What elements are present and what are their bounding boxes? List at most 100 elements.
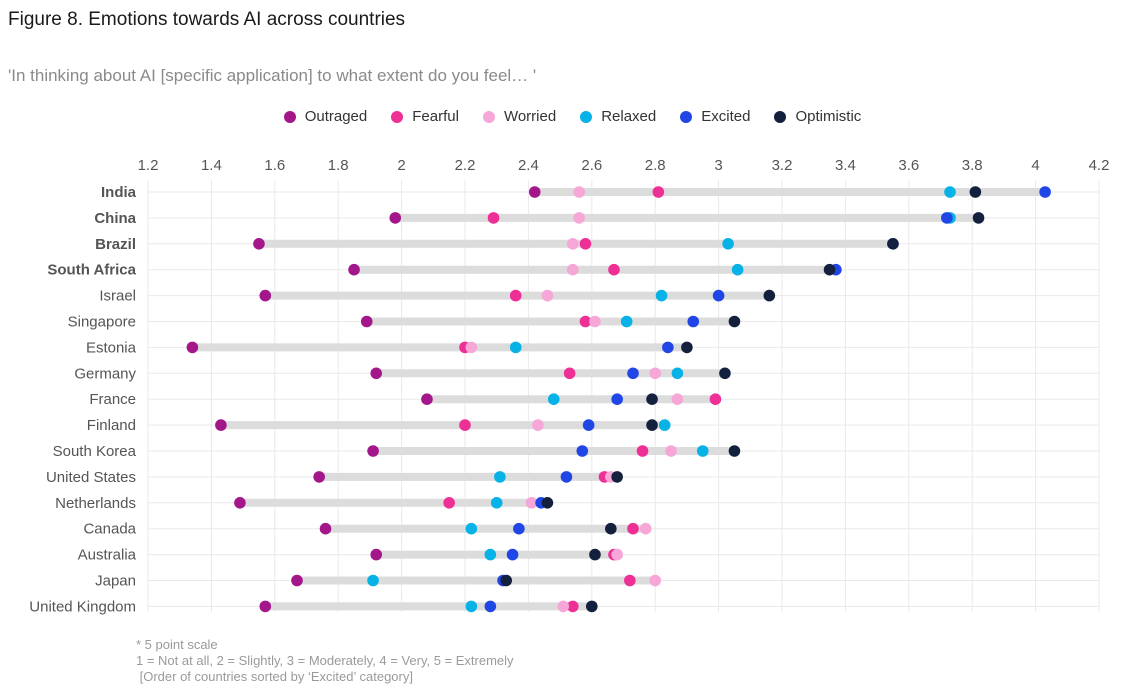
dot-optimistic bbox=[887, 238, 899, 250]
dot-outraged bbox=[528, 186, 541, 198]
dot-relaxed bbox=[509, 341, 522, 354]
dot-worried bbox=[589, 315, 601, 328]
legend-dot-excited bbox=[680, 110, 693, 123]
dot-outraged bbox=[253, 238, 265, 250]
x-tick-label: 3.2 bbox=[772, 157, 793, 174]
country-label: China bbox=[94, 210, 136, 227]
dot-outraged bbox=[367, 445, 379, 457]
dot-range-chart: 1.2 1.4 1.6 1.8 2 2.2 2.4 2.6 2.8 3 3.2 3.4 3.6 3.8 4 4… bbox=[29, 157, 1110, 615]
dot-relaxed bbox=[731, 263, 744, 276]
dot-outraged bbox=[389, 212, 402, 224]
dot-optimistic bbox=[646, 393, 658, 406]
legend-label-worried: Worried bbox=[503, 108, 557, 125]
dot-optimistic bbox=[728, 315, 741, 328]
dot-optimistic bbox=[605, 522, 617, 535]
x-tick-label: 3.8 bbox=[962, 157, 983, 174]
dot-fearful bbox=[579, 315, 592, 328]
dot-fearful bbox=[636, 445, 649, 457]
dot-optimistic bbox=[541, 497, 554, 509]
country-label: India bbox=[101, 184, 137, 201]
legend-item-optimistic: Optimistic bbox=[774, 108, 861, 125]
country-label: France bbox=[89, 391, 136, 408]
dot-worried bbox=[465, 341, 478, 354]
country-label: Finland bbox=[87, 417, 136, 434]
dot-optimistic bbox=[972, 212, 985, 224]
dot-fearful bbox=[624, 574, 636, 587]
dot-fearful bbox=[509, 289, 522, 302]
dot-optimistic bbox=[823, 263, 836, 276]
dot-fearful bbox=[608, 263, 620, 276]
dot-optimistic bbox=[589, 548, 601, 561]
dot-excited bbox=[611, 393, 623, 406]
dot-fearful bbox=[652, 186, 665, 198]
dot-optimistic bbox=[969, 186, 982, 198]
country-label: Singapore bbox=[68, 314, 136, 331]
dot-fearful bbox=[563, 367, 576, 380]
country-label: United States bbox=[46, 469, 136, 486]
x-tick-label: 1.8 bbox=[328, 157, 349, 174]
footnote-scale: * 5 point scale bbox=[136, 637, 218, 652]
dot-fearful bbox=[487, 212, 500, 224]
country-label: Israel bbox=[99, 288, 136, 305]
legend-label-outraged: Outraged bbox=[304, 108, 368, 125]
dot-worried bbox=[566, 238, 579, 250]
dot-worried bbox=[573, 212, 585, 224]
dot-optimistic bbox=[586, 600, 598, 613]
dot-outraged bbox=[319, 522, 332, 535]
dot-worried bbox=[541, 289, 554, 302]
dot-excited bbox=[662, 341, 674, 354]
country-label: South Africa bbox=[47, 262, 136, 279]
x-tick-label: 2.6 bbox=[581, 157, 602, 174]
chart-subtitle: 'In thinking about AI [specific applicat… bbox=[8, 66, 537, 85]
dot-relaxed bbox=[465, 600, 478, 613]
dot-worried bbox=[649, 574, 661, 587]
dot-relaxed bbox=[465, 522, 478, 535]
legend: Outraged Fearful Worried Relaxed Excited Opti… bbox=[0, 108, 1145, 125]
dot-worried bbox=[525, 497, 538, 509]
dot-relaxed bbox=[490, 497, 503, 509]
dot-optimistic bbox=[728, 445, 741, 457]
dot-fearful bbox=[443, 497, 455, 509]
dot-excited bbox=[513, 522, 525, 535]
dot-excited bbox=[712, 289, 725, 302]
country-label: Canada bbox=[83, 521, 136, 538]
dot-relaxed bbox=[696, 445, 709, 457]
legend-item-relaxed: Relaxed bbox=[580, 108, 656, 125]
dot-worried bbox=[671, 393, 684, 406]
dot-relaxed bbox=[671, 367, 684, 380]
dot-outraged bbox=[186, 341, 199, 354]
legend-item-worried: Worried bbox=[482, 108, 557, 125]
country-label: Japan bbox=[95, 573, 136, 590]
country-label: Germany bbox=[74, 365, 136, 382]
footnotes: * 5 point scale 1 = Not at all, 2 = Slig… bbox=[136, 637, 514, 685]
dot-optimistic bbox=[646, 419, 658, 431]
dot-excited bbox=[941, 212, 953, 224]
country-label: Australia bbox=[78, 547, 137, 564]
dot-relaxed bbox=[620, 315, 633, 328]
x-tick-label: 3.4 bbox=[835, 157, 856, 174]
dot-excited bbox=[506, 548, 519, 561]
legend-dot-optimistic bbox=[774, 110, 787, 123]
dot-worried bbox=[611, 548, 623, 561]
dot-excited bbox=[576, 445, 589, 457]
dot-worried bbox=[532, 419, 544, 431]
dot-outraged bbox=[259, 289, 272, 302]
dot-relaxed bbox=[547, 393, 560, 406]
x-tick-label: 2 bbox=[397, 157, 405, 174]
chart-title: Figure 8. Emotions towards AI across cou… bbox=[8, 9, 406, 30]
legend-label-excited: Excited bbox=[701, 108, 751, 125]
dot-outraged bbox=[259, 600, 272, 613]
dot-relaxed bbox=[658, 419, 671, 431]
x-tick-label: 1.6 bbox=[264, 157, 285, 174]
x-tick-label: 3 bbox=[714, 157, 722, 174]
x-tick-label: 1.2 bbox=[138, 157, 159, 174]
x-tick-label: 3.6 bbox=[898, 157, 919, 174]
dot-worried bbox=[665, 445, 677, 457]
dot-excited bbox=[627, 367, 639, 380]
dot-fearful bbox=[566, 600, 579, 613]
dot-outraged bbox=[313, 471, 325, 483]
x-tick-label: 4.2 bbox=[1089, 157, 1110, 174]
dot-outraged bbox=[370, 367, 383, 380]
legend-item-outraged: Outraged bbox=[283, 108, 368, 125]
dot-fearful bbox=[459, 419, 471, 431]
